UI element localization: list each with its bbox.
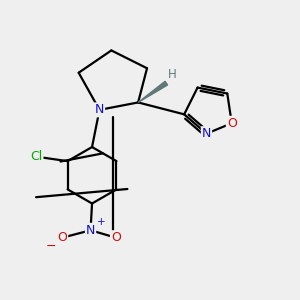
Text: N: N bbox=[95, 103, 104, 116]
Text: −: − bbox=[45, 240, 56, 253]
Text: O: O bbox=[111, 231, 121, 244]
Text: +: + bbox=[97, 217, 106, 227]
Polygon shape bbox=[138, 81, 168, 102]
Text: N: N bbox=[202, 127, 211, 140]
Text: O: O bbox=[227, 117, 237, 130]
Text: Cl: Cl bbox=[30, 150, 43, 163]
Text: O: O bbox=[57, 231, 67, 244]
Text: H: H bbox=[168, 68, 177, 81]
Text: N: N bbox=[86, 224, 95, 237]
